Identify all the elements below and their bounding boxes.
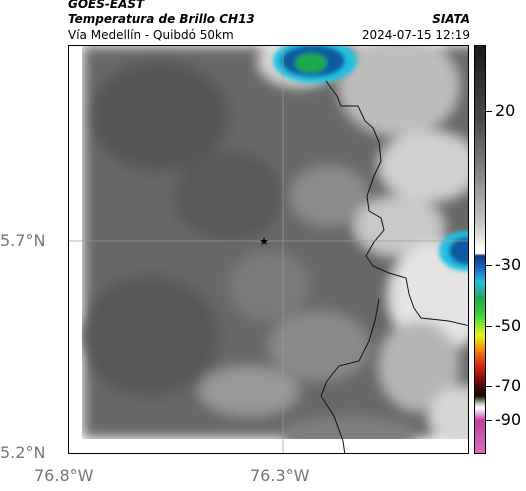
colorbar-tick-minus30 — [486, 265, 492, 266]
star-icon: ★ — [259, 235, 269, 248]
colorbar-tick-minus70 — [486, 386, 492, 387]
boundary-line — [325, 80, 468, 327]
organization-label: SIATA — [432, 12, 470, 26]
colorbar-tick-20 — [486, 111, 492, 112]
satellite-map[interactable]: ★ — [68, 45, 469, 454]
colorbar-label-minus30: -30 — [495, 255, 522, 274]
colorbar-label-minus50: -50 — [495, 316, 522, 335]
lat-label-5-7: 5.7°N — [0, 231, 46, 250]
colorbar-tick-minus90 — [486, 420, 492, 421]
satellite-title: GOES-EAST — [68, 0, 145, 11]
map-canvas: ★ — [69, 46, 468, 453]
cloud-layer — [79, 46, 468, 453]
colorbar-label-20: 20 — [495, 101, 516, 120]
colorbar-label-minus70: -70 — [495, 376, 522, 395]
timestamp-label: 2024-07-15 12:19 — [361, 28, 470, 42]
cold-cloud-top-north — [273, 46, 357, 83]
lat-label-5-2: 5.2°N — [0, 443, 46, 462]
lon-label-76-8: 76.8°W — [34, 466, 94, 485]
colorbar-label-minus90: -90 — [495, 410, 522, 429]
colorbar-tick-minus50 — [486, 326, 492, 327]
colorbar — [474, 45, 486, 454]
product-title: Temperatura de Brillo CH13 — [68, 12, 255, 26]
boundary-line-south — [320, 298, 380, 453]
lon-label-76-3: 76.3°W — [250, 466, 310, 485]
route-subtitle: Vía Medellín - Quibdó 50km — [68, 28, 234, 42]
